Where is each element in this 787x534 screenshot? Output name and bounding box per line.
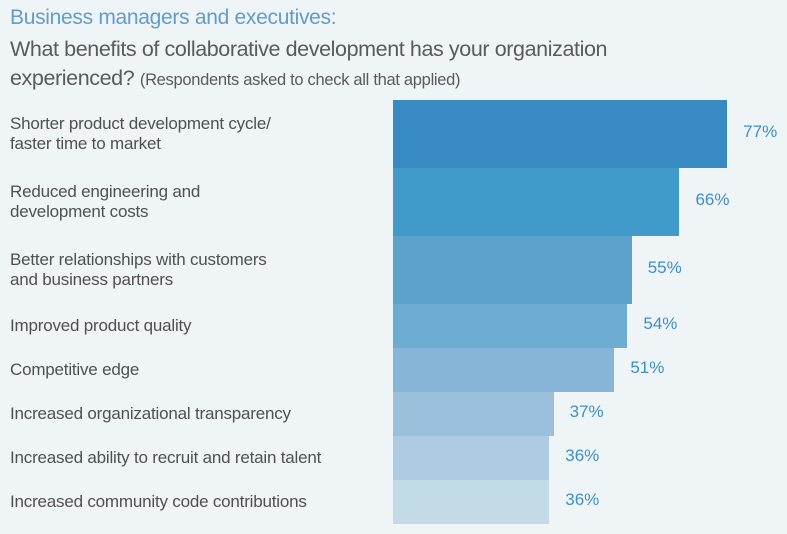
category-label: Increased organizational transparency — [10, 404, 291, 423]
data-label: 36% — [565, 446, 600, 465]
data-label: 66% — [695, 190, 730, 209]
bar — [393, 304, 628, 348]
data-label: 37% — [569, 402, 604, 421]
data-label: 51% — [630, 358, 665, 377]
data-label: 55% — [647, 258, 682, 277]
bar — [393, 348, 615, 392]
subtitle-question: What benefits of collaborative developme… — [10, 37, 608, 90]
category-label: Better relationships with customers and … — [10, 250, 267, 289]
chart-title: Business managers and executives: — [10, 6, 337, 29]
bar — [393, 168, 680, 236]
chart-subtitle: What benefits of collaborative developme… — [10, 35, 710, 95]
data-label: 54% — [643, 314, 678, 333]
category-label: Increased community code contributions — [10, 492, 307, 511]
data-label: 77% — [743, 122, 778, 141]
bar — [393, 100, 728, 168]
bar — [393, 392, 554, 436]
subtitle-note: (Respondents asked to check all that app… — [139, 71, 461, 89]
category-label: Increased ability to recruit and retain … — [10, 448, 322, 467]
bar — [393, 236, 632, 304]
bar — [393, 480, 550, 524]
category-label: Competitive edge — [10, 360, 140, 379]
category-label: Improved product quality — [10, 316, 192, 335]
data-label: 36% — [565, 490, 600, 509]
category-label: Shorter product development cycle/ faste… — [10, 114, 271, 153]
bar — [393, 436, 550, 480]
category-label: Reduced engineering and development cost… — [10, 182, 201, 221]
